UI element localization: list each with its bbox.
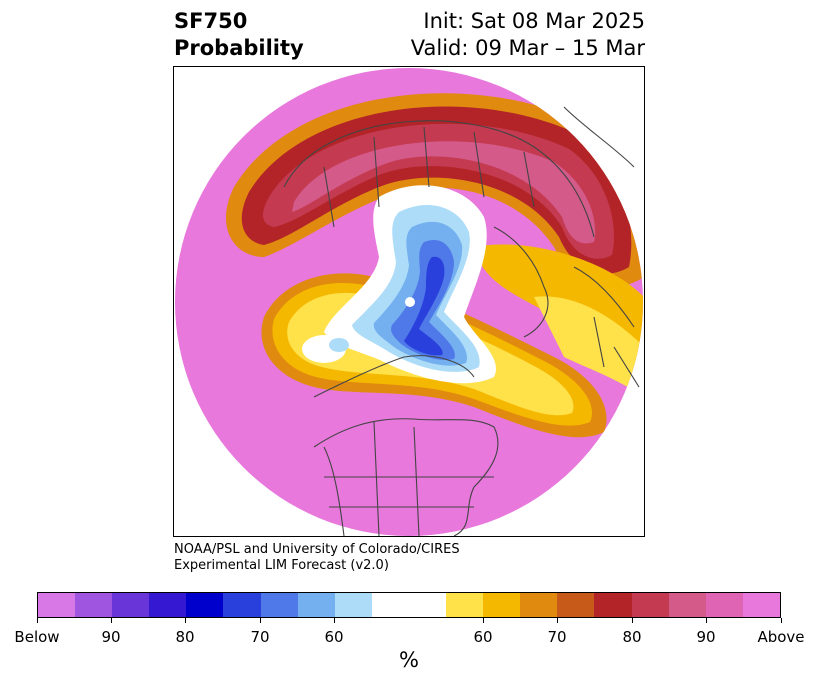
init-date: Init: Sat 08 Mar 2025: [423, 9, 645, 33]
colorbar-tickmark: [111, 618, 112, 623]
colorbar-segment: [371, 593, 447, 617]
colorbar-segment: [112, 593, 150, 617]
credit-line2: Experimental LIM Forecast (v2.0): [174, 558, 389, 573]
colorbar-segment: [297, 593, 335, 617]
chart-title-right: Init: Sat 08 Mar 2025 Valid: 09 Mar – 15…: [411, 8, 645, 62]
colorbar-tick-label: 60: [324, 628, 344, 646]
colorbar-segment: [186, 593, 224, 617]
colorbar-tickmark: [260, 618, 261, 623]
valid-range: Valid: 09 Mar – 15 Mar: [410, 36, 645, 60]
title-variable: SF750: [174, 9, 248, 33]
colorbar-tick-label: 80: [175, 628, 195, 646]
colorbar-segment: [446, 593, 484, 617]
credit-line1: NOAA/PSL and University of Colorado/CIRE…: [174, 542, 460, 557]
colorbar-tickmark: [37, 618, 38, 623]
colorbar-segment: [631, 593, 669, 617]
colorbar-tick-label: Below: [14, 628, 60, 646]
polar-map-svg: [175, 68, 643, 536]
chart-title-left: SF750 Probability: [174, 8, 304, 62]
colorbar-tickmark: [334, 618, 335, 623]
colorbar-segment: [75, 593, 113, 617]
colorbar-segment: [223, 593, 261, 617]
colorbar-segment: [260, 593, 298, 617]
colorbar-tickmark: [557, 618, 558, 623]
colorbar-tickmark: [185, 618, 186, 623]
colorbar-tickmark: [483, 618, 484, 623]
colorbar-segment: [668, 593, 706, 617]
colorbar-tick-label: 70: [547, 628, 567, 646]
colorbar-segment: [594, 593, 632, 617]
colorbar-tick-label: 90: [101, 628, 121, 646]
colorbar-segment: [557, 593, 595, 617]
colorbar-tick-label: 70: [250, 628, 270, 646]
colorbar-tickmark: [706, 618, 707, 623]
coastlines: [283, 106, 640, 536]
colorbar-segment: [334, 593, 372, 617]
colorbar-segment: [520, 593, 558, 617]
colorbar-tickmark: [632, 618, 633, 623]
colorbar-unit: %: [399, 648, 419, 672]
colorbar-segment: [705, 593, 743, 617]
credit-text: NOAA/PSL and University of Colorado/CIRE…: [174, 542, 460, 574]
colorbar-segment: [149, 593, 187, 617]
colorbar-tickmark: [781, 618, 782, 623]
colorbar-segment: [38, 593, 76, 617]
colorbar-tick-label: 60: [473, 628, 493, 646]
title-probability: Probability: [174, 36, 304, 60]
colorbar-tick-label: 80: [622, 628, 642, 646]
polar-map: [173, 66, 645, 537]
probability-field: [175, 68, 643, 536]
colorbar-segment: [483, 593, 521, 617]
colorbar-segment: [742, 593, 780, 617]
colorbar-tick-label: Above: [757, 628, 805, 646]
colorbar-tick-label: 90: [696, 628, 716, 646]
colorbar: [37, 592, 781, 618]
